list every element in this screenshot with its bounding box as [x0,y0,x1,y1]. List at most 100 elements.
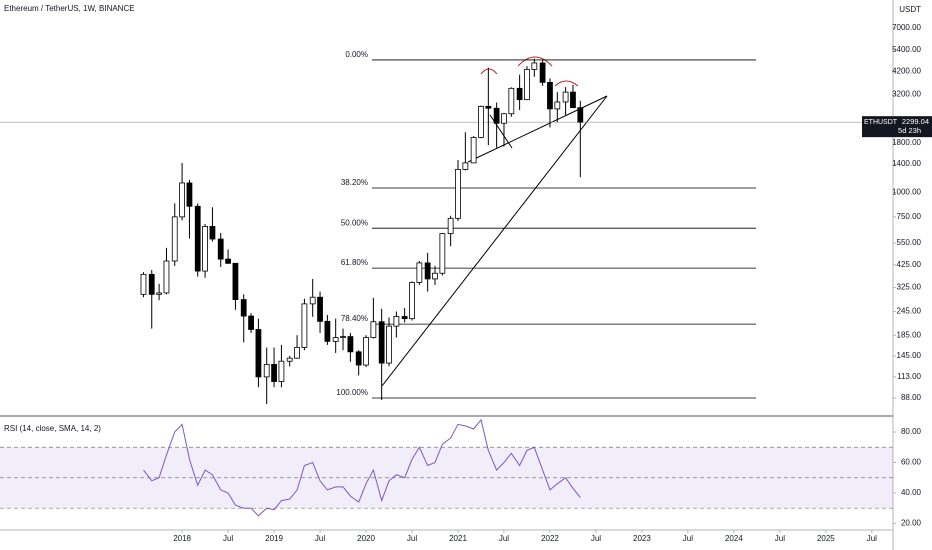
y-tick-label: 750.00 [897,212,922,221]
x-tick-label: Jul [499,534,509,543]
candle-body [179,182,185,218]
candle-body [478,105,484,138]
y-tick-label: 145.00 [897,351,922,360]
candle-body [508,87,515,115]
fib-label: 61.80% [341,258,368,267]
candle-body [186,182,193,207]
fib-label: 0.00% [345,50,368,59]
candle-body [294,347,300,359]
head-arc [480,68,498,75]
candle-body [501,113,507,124]
candle-body [332,337,339,342]
y-tick-label: 40.00 [901,488,922,497]
y-tick-label: 1000.00 [892,188,921,197]
x-tick-label: Jul [683,534,693,543]
candle-body [562,91,569,103]
x-tick-label: Jul [223,534,233,543]
candle-body [524,69,530,101]
candle-body [171,216,178,262]
x-tick-label: Jul [867,534,877,543]
x-tick-label: Jul [591,534,601,543]
candle-body [370,321,377,338]
head-arc [517,56,553,67]
trend-line [467,95,608,163]
head-arc [554,80,579,87]
x-tick-label: 2025 [817,534,835,543]
x-tick-label: 2024 [725,534,743,543]
currency-label: USDT [899,5,921,14]
candle-body [156,292,162,295]
candle-body [455,168,461,219]
trend-line [489,114,513,149]
fib-label: 38.20% [341,178,368,187]
candle-body [317,296,323,322]
x-tick-label: 2019 [265,534,283,543]
candle-body [386,325,392,364]
candle-body [324,320,331,342]
y-tick-label: 3200.00 [892,89,921,98]
x-tick-label: Jul [775,534,785,543]
candle-body [470,136,477,164]
candle-body [447,217,454,235]
last-price-badge [862,116,932,138]
x-tick-label: 2021 [449,534,467,543]
candle-body [531,62,538,70]
candle-body [547,81,553,110]
candle-body [439,233,446,274]
candle-body [432,272,438,280]
candle-body [278,360,285,382]
last-price-symbol: ETHUSDT [864,119,898,126]
y-tick-label: 113.00 [897,372,921,381]
y-tick-label: 4200.00 [892,66,921,75]
candle-body [202,226,208,272]
candle-body [516,87,523,101]
y-tick-label: 550.00 [897,238,922,247]
candle-body [355,351,362,366]
y-tick-label: 7000.00 [892,23,921,32]
y-tick-label: 5400.00 [892,45,921,54]
y-tick-label: 80.00 [901,427,922,436]
x-tick-label: 2018 [173,534,191,543]
chart-title: Ethereum / TetherUS, 1W, BINANCE [4,4,135,13]
candle-body [462,162,469,170]
candle-body [271,363,277,382]
candle-body [539,62,546,83]
candle-body [301,303,308,348]
candle-body [209,226,216,240]
y-tick-label: 88.00 [901,393,922,402]
candle-body [163,260,170,294]
countdown: 5d 23h [898,126,921,135]
fib-label: 50.00% [341,218,368,227]
candle-body [225,258,231,264]
x-tick-label: 2020 [357,534,375,543]
candle-body [416,262,423,283]
candle-body [248,315,254,330]
candle-body [217,238,224,260]
candle-body [240,299,247,317]
x-tick-label: 2023 [633,534,651,543]
candle-body [378,321,385,364]
candle-body [570,91,576,109]
y-tick-label: 325.00 [897,283,922,292]
drawings [381,56,608,387]
rsi-line [143,418,581,517]
y-tick-label: 1400.00 [892,159,921,168]
fib-label: 78.40% [341,314,368,323]
candle-body [347,336,354,353]
x-tick-label: Jul [407,534,417,543]
candle-body [263,363,270,378]
candle-body [363,337,369,366]
x-tick-label: 2022 [541,534,559,543]
candle-body [309,296,316,305]
last-price-label: 2299.04 [902,117,929,126]
candle-body [577,107,584,123]
candle-body [340,336,346,338]
fib-label: 100.00% [336,388,368,397]
candle-body [140,273,147,295]
x-tick-label: Jul [315,534,325,543]
candle-body [232,262,239,300]
y-tick-label: 425.00 [897,260,922,269]
candle-body [393,316,400,327]
